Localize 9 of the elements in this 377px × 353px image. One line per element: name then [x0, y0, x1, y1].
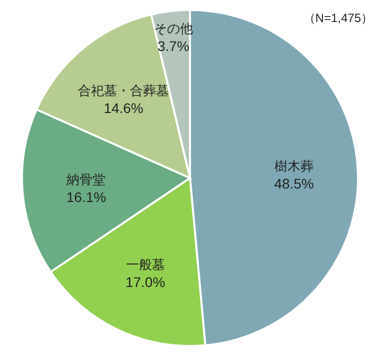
data-label: 16.1% — [66, 188, 106, 205]
slice-label: 合祀墓・合葬墓 — [78, 82, 170, 98]
data-label: 48.5% — [274, 175, 314, 192]
slice-label: 納骨堂 — [66, 172, 106, 187]
text: （N=1,475） — [303, 11, 373, 25]
slice-label: 樹木葬 — [274, 158, 314, 174]
data-label: 14.6% — [104, 100, 144, 116]
data-label: 17.0% — [125, 274, 166, 290]
slice-label: 一般墓 — [126, 257, 165, 272]
